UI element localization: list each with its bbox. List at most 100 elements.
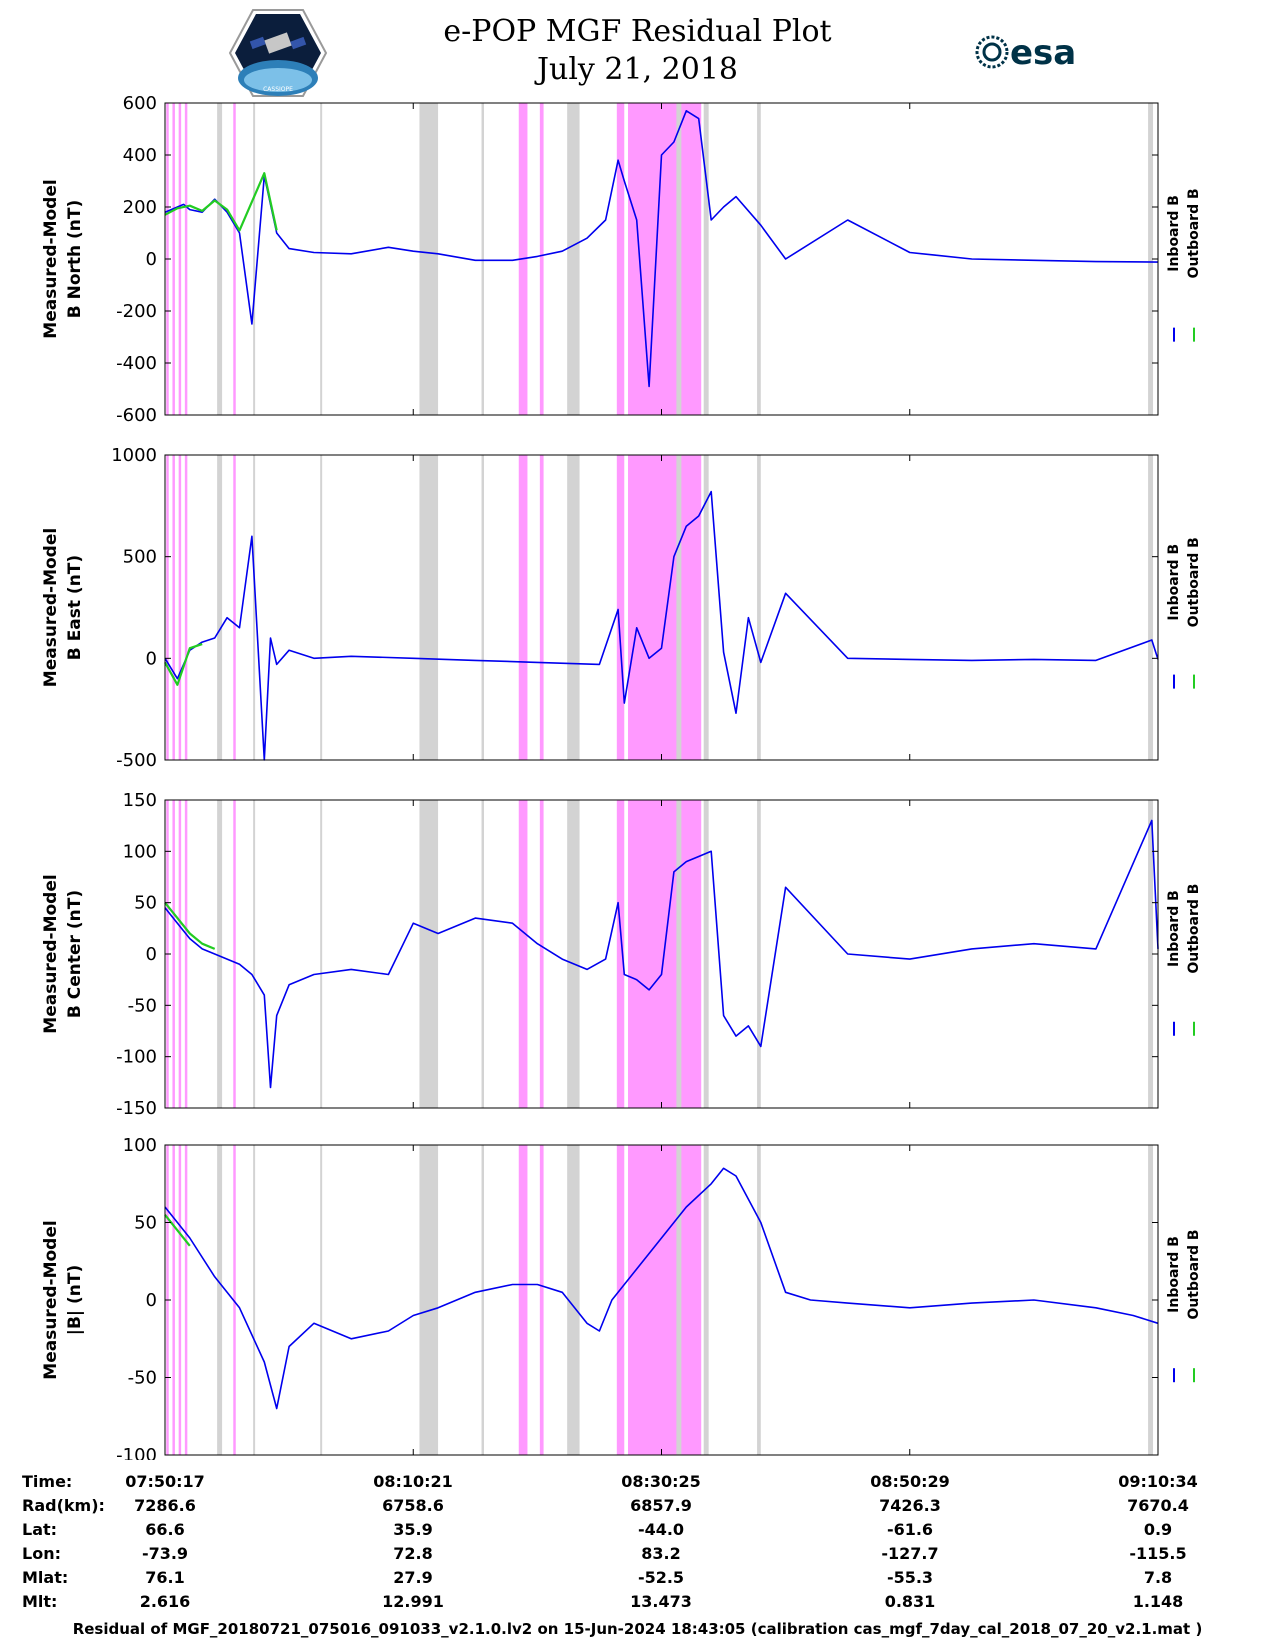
shade-pink-region [178,455,182,760]
shade-gray-region [1148,800,1154,1108]
y-tick-label: 0 [146,1290,157,1311]
shade-pink-region [518,1145,528,1455]
series-line-outboard-b [164,902,216,950]
y-axis-label-line1: Measured-Model [41,179,61,338]
series-line-inboard-b [164,1167,1159,1410]
ephemeris-value: 35.9 [393,1520,433,1539]
shade-gray-region [757,455,761,760]
shade-pink-region [616,103,625,415]
shade-gray-region [253,103,256,415]
cassiope-mission-logo: CASSIOPE [228,8,328,98]
figure-title: e-POP MGF Residual Plot [443,14,832,49]
shade-gray-region [567,103,580,415]
shade-gray-region [1148,1145,1154,1455]
shade-pink-region [616,800,625,1108]
shade-gray-region [320,800,323,1108]
esa-logo-text: esa [1010,33,1076,73]
ephemeris-value: 1.148 [1132,1592,1184,1611]
y-tick-label: 100 [123,841,157,862]
ephemeris-row-label: Mlat: [22,1568,69,1587]
ephemeris-value: 27.9 [393,1568,433,1587]
y-axis-label-line2: B East (nT) [65,555,85,660]
y-tick-label: 0 [146,249,157,270]
ephemeris-value: 76.1 [145,1568,185,1587]
shade-gray-region [419,103,439,415]
panel-b-east: -500 0 500 1000 Measured-Model B East (nT) Inb… [41,445,1202,771]
figure-date: July 21, 2018 [536,52,739,87]
shade-pink-region [178,1145,182,1455]
ephemeris-value: -61.6 [886,1520,934,1539]
shade-pink-region [172,1145,175,1455]
shade-gray-region [419,1145,439,1455]
panel-b-total: -100 -50 0 50 100 Measured-Model |B| (nT) Inboa… [41,1135,1202,1460]
ephemeris-value: 07:50:17 [125,1472,205,1491]
ephemeris-value: 0.9 [1143,1520,1173,1539]
shade-gray-region [676,800,682,1108]
shade-pink-region [518,455,528,760]
ephemeris-value: 08:30:25 [621,1472,701,1491]
y-tick-label: -150 [116,1098,157,1119]
ephemeris-value: 6758.6 [382,1496,444,1515]
y-tick-label: 400 [123,145,157,166]
y-axis-label-line1: Measured-Model [41,1220,61,1379]
ephemeris-value: -44.0 [637,1520,685,1539]
ephemeris-value: 08:50:29 [870,1472,950,1491]
shade-gray-region [481,455,485,760]
shade-gray-region [676,103,682,415]
shade-gray-region [1148,103,1154,415]
y-tick-label: -500 [116,750,157,771]
shade-gray-region [567,1145,580,1455]
panel-b-center: -150 -100 -50 0 50 100 150 Measured-Model B Cent… [41,790,1202,1119]
ephemeris-value: 12.991 [382,1592,444,1611]
legend-label-inboard: Inboard B [1166,1236,1182,1313]
shade-gray-region [676,455,682,760]
shade-pink-region [184,1145,188,1455]
y-axis-label-line2: |B| (nT) [65,1265,85,1336]
legend-label-inboard: Inboard B [1166,890,1182,967]
cassiope-logo-text: CASSIOPE [263,86,293,93]
y-tick-label: -100 [116,1047,157,1068]
shade-gray-region [320,103,323,415]
shade-gray-region [320,455,323,760]
shade-pink-region [616,1145,625,1455]
ephemeris-value: 0.831 [884,1592,936,1611]
shade-gray-region [320,1145,323,1455]
y-axis-label-line1: Measured-Model [41,874,61,1033]
y-tick-label: -50 [128,1368,157,1389]
y-tick-label: 600 [123,93,157,114]
ephemeris-row: Lat: 66.6 35.9 -44.0 -61.6 0.9 [0,1520,1275,1544]
ephemeris-value: -52.5 [637,1568,685,1587]
shade-gray-region [703,103,709,415]
shade-pink-region [539,103,544,415]
shade-gray-region [253,1145,256,1455]
y-axis-label-line2: B North (nT) [65,200,85,319]
shade-pink-region [184,103,188,415]
shade-gray-region [567,800,580,1108]
shade-gray-region [481,103,485,415]
footer-caption: Residual of MGF_20180721_075016_091033_v… [72,1620,1203,1638]
shade-gray-region [1148,455,1154,760]
shade-gray-region [757,103,761,415]
ephemeris-value: 09:10:34 [1118,1472,1198,1491]
shade-gray-region [676,1145,682,1455]
ephemeris-row: Mlt: 2.616 12.991 13.473 0.831 1.148 [0,1592,1275,1616]
ephemeris-value: 7.8 [1143,1568,1173,1587]
esa-logo: esa [970,30,1090,80]
legend-label-outboard: Outboard B [1186,188,1202,278]
shade-gray-region [217,455,223,760]
ephemeris-table: Time: 07:50:17 08:10:21 08:30:25 08:50:29 09:… [0,1460,1275,1620]
shade-gray-region [703,800,709,1108]
y-tick-label: -600 [116,405,157,426]
shade-pink-region [627,455,702,760]
shade-pink-region [172,800,175,1108]
shade-pink-region [233,1145,236,1455]
shade-pink-region [518,800,528,1108]
shade-gray-region [757,1145,761,1455]
shade-gray-region [481,800,485,1108]
ephemeris-row-label: Mlt: [22,1592,58,1611]
shade-pink-region [178,800,182,1108]
shade-gray-region [481,1145,485,1455]
series-line-inboard-b [164,110,1159,388]
shade-pink-region [627,1145,702,1455]
series-line-outboard-b [164,643,203,686]
